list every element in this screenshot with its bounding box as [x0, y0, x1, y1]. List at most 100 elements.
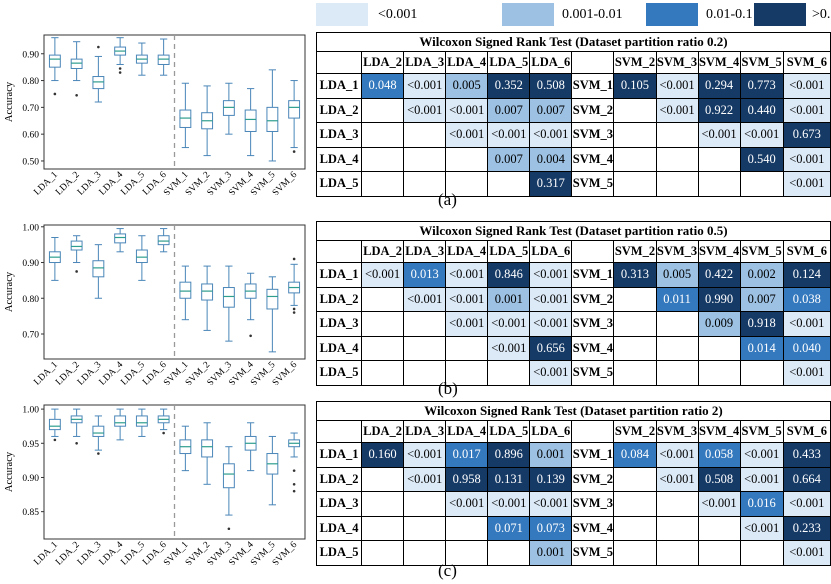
box-LDA_3	[92, 76, 105, 90]
row-header: LDA_1	[315, 262, 363, 288]
table-row: LDA_5 <0.001 SVM_5 <0.001	[315, 360, 831, 386]
legend-swatch-001-01	[646, 3, 698, 26]
pvalue-cell: <0.001	[782, 146, 831, 172]
pvalue-cell: <0.001	[403, 97, 447, 123]
col-header: SVM_6	[782, 51, 831, 74]
col-header: LDA_5	[487, 420, 531, 443]
pvalue-cell: <0.001	[739, 122, 784, 148]
pvalue-cell	[697, 335, 741, 361]
col-header: LDA_4	[445, 51, 489, 74]
legend-swatch-0001-001	[502, 3, 554, 26]
pvalue-cell	[697, 146, 741, 172]
pvalue-cell: <0.001	[782, 491, 831, 517]
col-header: SVM_2	[613, 420, 657, 443]
pvalue-cell	[445, 335, 489, 361]
col-header: SVM_3	[655, 240, 699, 263]
pvalue-cell	[739, 171, 784, 197]
pvalue-cell	[613, 146, 657, 172]
table-row: LDA_1 0.048 <0.001 0.005 0.352 0.508 SVM_1 0.10…	[315, 73, 831, 99]
pvalue-cell: 0.014	[739, 335, 784, 361]
pvalue-cell	[361, 122, 405, 148]
pvalue-cell	[403, 311, 447, 337]
corner-cell	[571, 51, 615, 74]
pvalue-cell	[361, 360, 405, 386]
pvalue-cell	[361, 286, 405, 312]
outlier-point	[292, 489, 296, 493]
pvalue-cell: <0.001	[487, 122, 531, 148]
pvalue-cell	[613, 515, 657, 541]
outlier-point	[75, 270, 78, 273]
pvalue-cell: 0.131	[487, 466, 531, 492]
col-header: SVM_2	[613, 51, 657, 74]
pvalue-cell: <0.001	[403, 286, 447, 312]
pvalue-cell	[655, 335, 699, 361]
box-LDA_6	[157, 54, 170, 65]
pvalue-cell: <0.001	[487, 335, 531, 361]
x-tick-label: SVM_6	[271, 540, 300, 565]
table-row: LDA_1 <0.001 0.013 <0.001 0.846 <0.001 SVM_1 0.…	[315, 262, 831, 288]
pvalue-cell: <0.001	[529, 491, 573, 517]
row-header: LDA_1	[315, 73, 363, 99]
corner-cell	[571, 240, 615, 263]
pvalue-cell	[361, 491, 405, 517]
box-LDA_1	[48, 418, 61, 431]
pvalue-cell	[403, 515, 447, 541]
pvalue-cell	[445, 515, 489, 541]
pvalue-cell: 0.508	[697, 466, 741, 492]
pvalue-cell	[403, 540, 447, 566]
pvalue-cell: <0.001	[529, 311, 573, 337]
y-tick-label: 0.90	[22, 50, 39, 60]
pvalue-cell: <0.001	[445, 311, 489, 337]
boxplot-chart-b: 0.700.800.901.00AccuracyLDA_1LDA_2LDA_3L…	[4, 223, 306, 385]
row-header: SVM_1	[571, 73, 615, 99]
col-header: LDA_2	[361, 240, 405, 263]
table-row: LDA_3 <0.001 <0.001 <0.001 SVM_3 0.009 0.918 <0…	[315, 311, 831, 337]
pvalue-cell: <0.001	[403, 73, 447, 99]
pvalue-cell: 0.433	[782, 442, 831, 468]
wilcoxon-table-b: Wilcoxon Signed Rank Test (Dataset parti…	[315, 221, 831, 386]
col-header: LDA_4	[445, 240, 489, 263]
pvalue-cell	[613, 311, 657, 337]
outlier-point	[75, 441, 78, 445]
table-row: LDA_2 <0.001 <0.001 0.001 <0.001 SVM_2 0.011 0.…	[315, 286, 831, 312]
col-header: LDA_5	[487, 240, 531, 263]
pvalue-cell	[697, 515, 741, 541]
pvalue-cell: <0.001	[487, 491, 531, 517]
y-tick-label: 0.90	[22, 259, 39, 269]
col-header: LDA_3	[403, 51, 447, 74]
box-SVM_2	[201, 439, 214, 458]
y-axis-label: Accuracy	[4, 81, 15, 122]
row-header: LDA_5	[315, 540, 363, 566]
y-tick-label: 0.70	[22, 104, 39, 114]
corner-cell	[315, 420, 363, 443]
pvalue-cell	[403, 360, 447, 386]
pvalue-cell	[739, 360, 784, 386]
caption-b: (b)	[438, 379, 458, 398]
pvalue-cell	[655, 311, 699, 337]
col-header: LDA_6	[529, 51, 573, 74]
y-tick-label: 0.80	[22, 77, 39, 87]
pvalue-cell: <0.001	[403, 442, 447, 468]
row-header: SVM_4	[571, 146, 615, 172]
pvalue-cell: <0.001	[529, 286, 573, 312]
corner-cell	[315, 51, 363, 74]
pvalue-cell: <0.001	[739, 466, 784, 492]
row-header: LDA_3	[315, 311, 363, 337]
pvalue-cell: 0.922	[697, 97, 741, 123]
pvalue-cell: 0.896	[487, 442, 531, 468]
legend-swatch-gt01	[754, 3, 806, 26]
pvalue-cell: <0.001	[739, 442, 784, 468]
corner-cell	[571, 420, 615, 443]
legend-label-lt0001: <0.001	[378, 7, 418, 22]
pvalue-cell: 0.508	[529, 73, 573, 99]
y-tick-label: 0.90	[22, 474, 39, 484]
col-header: SVM_4	[697, 240, 741, 263]
table-row: LDA_5 0.317 SVM_5 <0.001	[315, 171, 831, 197]
y-tick-label: 1.00	[22, 223, 39, 233]
pvalue-cell: 0.007	[487, 97, 531, 123]
outlier-point	[97, 452, 100, 455]
pvalue-cell: <0.001	[445, 491, 489, 517]
box-SVM_2	[201, 283, 214, 301]
pvalue-cell: <0.001	[445, 262, 489, 288]
outlier-point	[292, 311, 296, 314]
